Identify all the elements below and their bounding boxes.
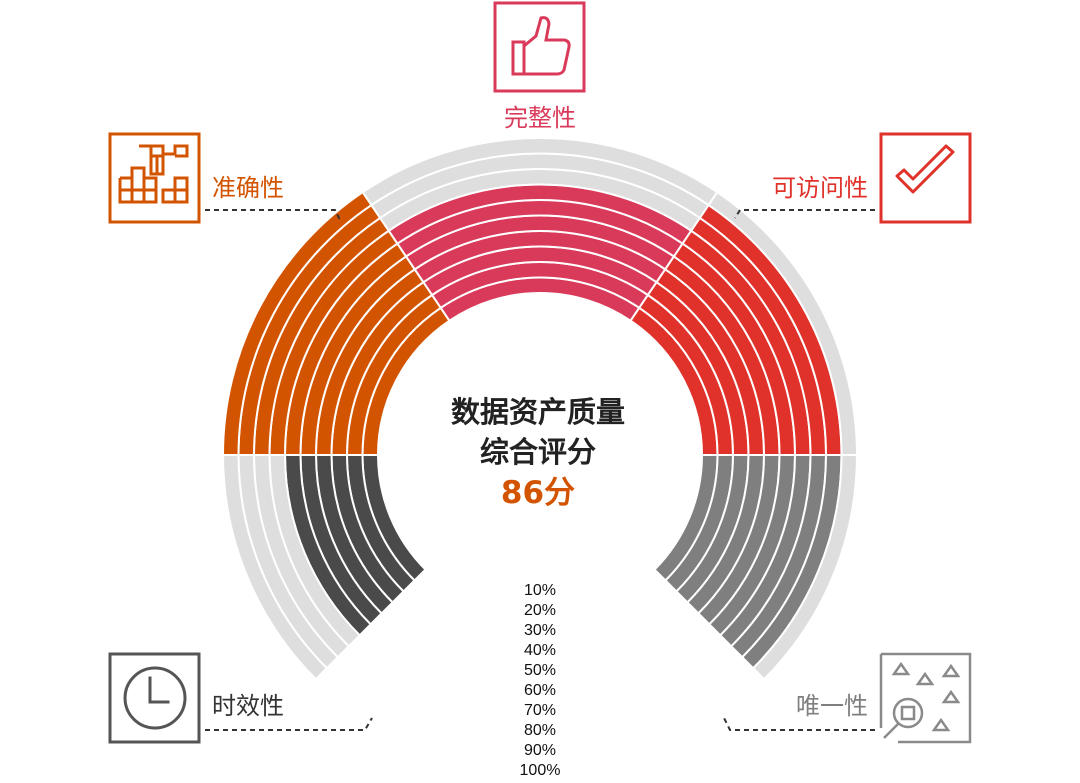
connector-layer [205, 209, 875, 731]
ring-label: 80% [524, 722, 556, 739]
ring-label: 30% [524, 622, 556, 639]
ring-segment [751, 454, 859, 681]
thumbs-up-icon [493, 1, 586, 93]
clock-icon [108, 652, 201, 744]
shapes-search-icon [879, 652, 972, 744]
ring-label: 60% [524, 682, 556, 699]
category-label-accessibility: 可访问性 [772, 174, 868, 202]
center-title-line-2: 综合评分 [480, 435, 596, 469]
score-value: 86分 [501, 475, 575, 511]
connector-line [723, 717, 875, 731]
ring-percent-labels: 10% 20% 30% 40% 50% 60% 70% 80% 90% 100% [520, 582, 561, 779]
ring-layer [221, 137, 859, 681]
category-label-completeness: 完整性 [504, 104, 576, 132]
ring-label: 90% [524, 742, 556, 759]
category-label-timeliness: 时效性 [212, 692, 284, 720]
connector-line [734, 209, 875, 219]
ring-label: 10% [524, 582, 556, 599]
category-label-uniqueness: 唯一性 [796, 692, 868, 720]
blocks-icon [108, 132, 201, 224]
ring-label: 100% [520, 762, 561, 779]
center-title-line-1: 数据资产质量 [451, 395, 625, 429]
category-label-accuracy: 准确性 [212, 174, 284, 202]
check-icon [879, 132, 972, 224]
ring-label: 70% [524, 702, 556, 719]
connector-line [205, 209, 341, 221]
ring-label: 40% [524, 642, 556, 659]
ring-label: 20% [524, 602, 556, 619]
ring-label: 50% [524, 662, 556, 679]
